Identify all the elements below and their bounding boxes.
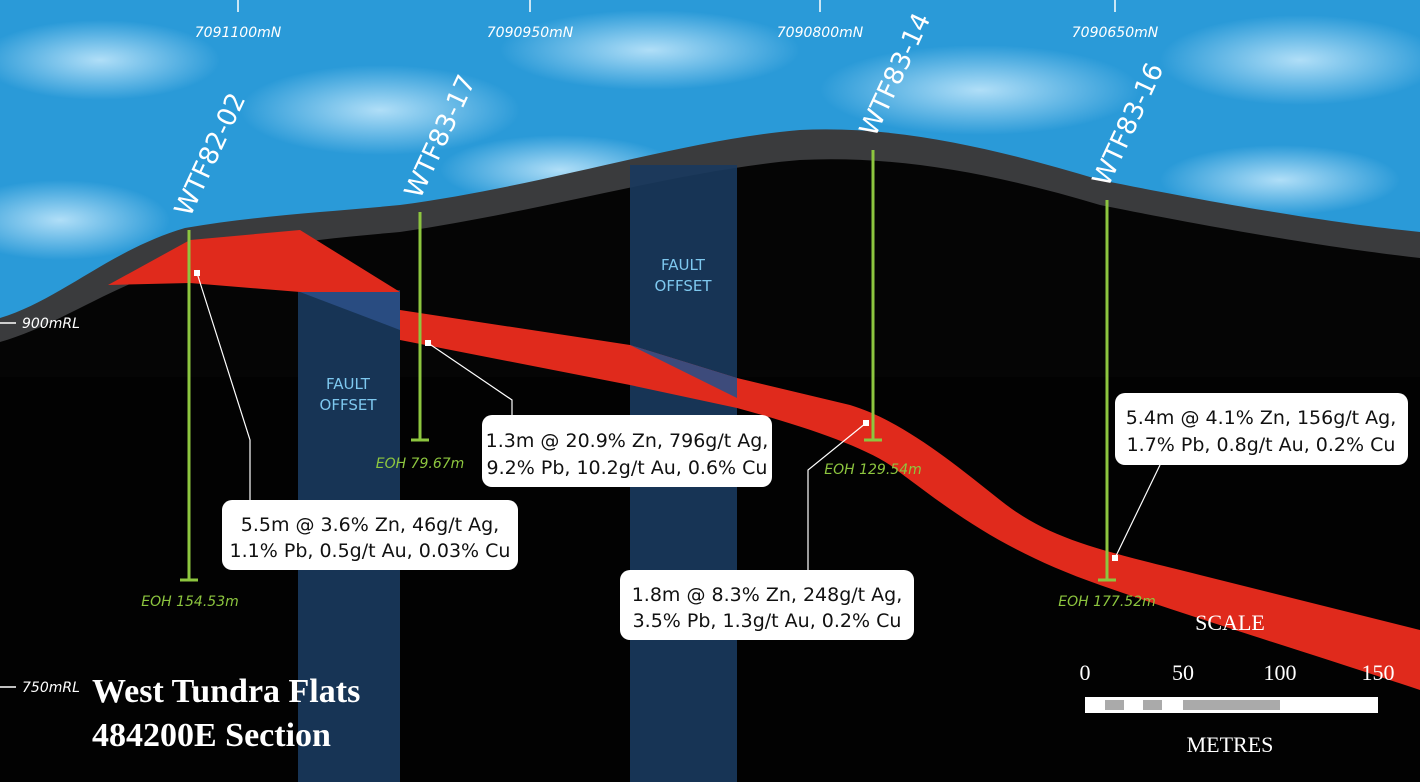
- ore-offset: [630, 345, 737, 398]
- scale-tick: 50: [1172, 660, 1194, 685]
- eoh-label: EOH 129.54m: [824, 462, 921, 478]
- intercept-text: 9.2% Pb, 10.2g/t Au, 0.6% Cu: [487, 457, 768, 479]
- leaders: [196, 272, 1161, 570]
- scale-bar: [1085, 697, 1378, 713]
- elevation-label: 750mRL: [22, 680, 80, 696]
- northing-label: 7091100mN: [195, 25, 282, 41]
- northing-label: 7090800mN: [777, 25, 864, 41]
- fault-label: FAULT: [661, 256, 706, 274]
- ore-lens: [400, 310, 1420, 690]
- fault-label: OFFSET: [655, 277, 713, 295]
- intercept-text: 1.8m @ 8.3% Zn, 248g/t Ag,: [632, 584, 903, 606]
- northing-ticks: [0, 0, 1116, 688]
- intercept-box: 5.4m @ 4.1% Zn, 156g/t Ag, 1.7% Pb, 0.8g…: [1115, 393, 1408, 465]
- eoh-label: EOH 79.67m: [376, 456, 465, 472]
- intercept-text: 3.5% Pb, 1.3g/t Au, 0.2% Cu: [633, 610, 902, 632]
- intercept-box: 5.5m @ 3.6% Zn, 46g/t Ag, 1.1% Pb, 0.5g/…: [222, 500, 518, 570]
- eoh-label: EOH 154.53m: [141, 594, 238, 610]
- elevation-label: 900mRL: [22, 316, 80, 332]
- scale-title: SCALE: [1195, 610, 1265, 635]
- scale-tick: 100: [1264, 660, 1297, 685]
- intercept-text: 1.1% Pb, 0.5g/t Au, 0.03% Cu: [230, 540, 511, 562]
- intercept-text: 1.7% Pb, 0.8g/t Au, 0.2% Cu: [1127, 434, 1396, 456]
- scale-tick: 0: [1080, 660, 1091, 685]
- drill-holes: [180, 150, 1116, 582]
- ore-lens: [108, 230, 400, 292]
- intercept-box: 1.3m @ 20.9% Zn, 796g/t Ag, 9.2% Pb, 10.…: [482, 415, 772, 487]
- section-title: West Tundra Flats: [92, 673, 360, 710]
- clouds: [0, 10, 1420, 260]
- intercept-text: 5.5m @ 3.6% Zn, 46g/t Ag,: [241, 514, 499, 536]
- sample-points: [194, 270, 1118, 561]
- northing-label: 7090950mN: [487, 25, 574, 41]
- intercept-box: 1.8m @ 8.3% Zn, 248g/t Ag, 3.5% Pb, 1.3g…: [620, 570, 914, 640]
- fault-label: FAULT: [326, 375, 371, 393]
- intercept-text: 1.3m @ 20.9% Zn, 796g/t Ag,: [486, 430, 769, 452]
- fault-label: OFFSET: [320, 396, 378, 414]
- scale-unit: METRES: [1187, 732, 1274, 757]
- eoh-label: EOH 177.52m: [1058, 594, 1155, 610]
- section-title: 484200E Section: [92, 717, 331, 754]
- scale-tick: 150: [1362, 660, 1395, 685]
- northing-label: 7090650mN: [1072, 25, 1159, 41]
- intercept-text: 5.4m @ 4.1% Zn, 156g/t Ag,: [1126, 407, 1397, 429]
- ore-offset: [300, 292, 400, 330]
